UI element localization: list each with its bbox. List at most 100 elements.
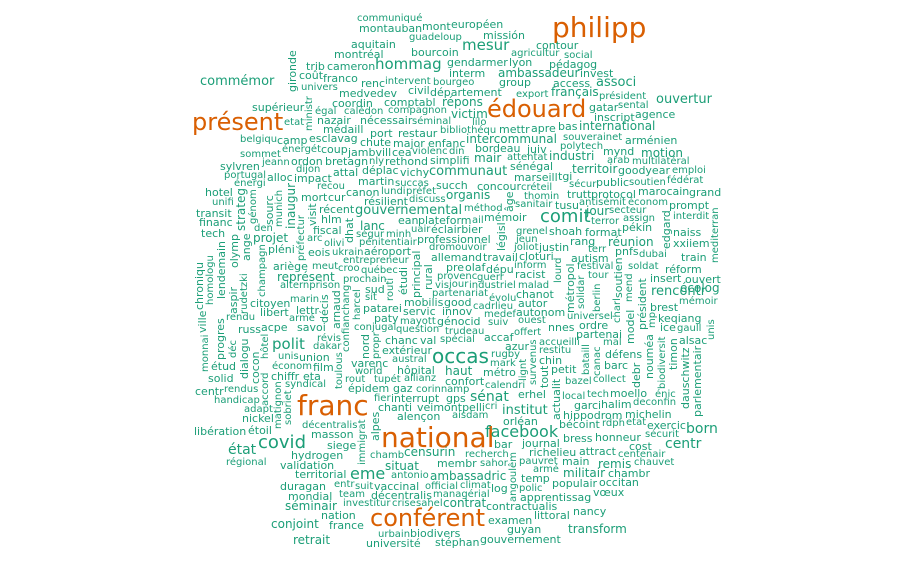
word-365: log — [491, 482, 508, 495]
word-108: autonom — [516, 306, 566, 319]
word-242: eta — [303, 370, 321, 383]
word-24: associ — [596, 75, 637, 90]
word-484: cost — [629, 440, 652, 453]
word-447: vœux — [593, 486, 625, 499]
word-240: port — [370, 127, 393, 140]
word-454: invest — [580, 67, 614, 80]
word-473: tech — [201, 227, 226, 240]
word-60: olaf — [465, 261, 486, 274]
word-26: international — [579, 119, 656, 133]
word-221: jambvill — [348, 146, 392, 159]
word-191: tusu — [555, 199, 579, 212]
word-114: ean — [398, 214, 419, 227]
word-189: déplac — [362, 164, 399, 177]
word-406: dauschwitz — [679, 347, 692, 409]
word-292: ordon — [291, 155, 323, 168]
word-349: matignon — [273, 381, 284, 429]
word-20: rencontr — [651, 284, 707, 299]
word-123: âge — [503, 191, 516, 213]
word-421: entr — [334, 479, 355, 490]
word-429: chambr — [608, 467, 650, 480]
word-83: question — [396, 324, 440, 335]
word-314: économ — [628, 197, 668, 208]
word-124: confort — [445, 375, 485, 388]
word-61: allemand — [431, 251, 483, 264]
word-66: industriel — [469, 280, 516, 291]
word-253: membr — [437, 457, 477, 470]
word-375: access — [553, 77, 591, 90]
word-35: conjoint — [271, 517, 319, 531]
word-190: récent — [319, 203, 355, 216]
word-249: journal — [522, 437, 560, 450]
word-161: solidar — [576, 275, 587, 309]
word-92: uair — [411, 224, 431, 235]
word-216: cea — [392, 146, 412, 159]
word-381: dijon — [296, 164, 321, 175]
word-48: jour — [586, 204, 610, 218]
word-129: corinnamp — [416, 384, 470, 395]
word-234: chute — [360, 136, 392, 149]
word-13: eme — [350, 464, 386, 483]
word-461: mediterran — [710, 207, 721, 263]
word-186: bataill — [581, 344, 592, 375]
word-172: autism — [571, 252, 609, 265]
word-223: restaur — [398, 127, 438, 140]
word-428: étud — [211, 360, 237, 373]
word-217: orléan — [503, 415, 538, 428]
word-69: cadr — [473, 301, 496, 312]
word-404: train — [681, 251, 707, 264]
word-91: aéroport — [364, 245, 412, 258]
word-384: validation — [280, 459, 335, 472]
word-373: camp — [277, 134, 308, 147]
word-469: université — [366, 537, 421, 550]
word-8: facebook — [485, 422, 559, 441]
word-99: québec — [361, 265, 398, 276]
word-37: censurin — [404, 445, 456, 459]
word-277: acpe — [261, 321, 288, 334]
word-85: plateform — [418, 214, 472, 227]
word-110: austral — [392, 354, 427, 365]
word-215: fiscal — [313, 224, 342, 237]
word-53: strateg — [234, 188, 248, 231]
word-341: rdph — [602, 418, 625, 429]
word-11: hommag — [375, 55, 442, 73]
word-211: ordre — [579, 319, 609, 332]
word-345: mynd — [603, 145, 635, 158]
word-115: grenel — [516, 226, 548, 237]
word-18: gouvernemental — [355, 203, 463, 218]
word-329: group — [499, 76, 531, 89]
word-353: jeann — [262, 157, 290, 168]
word-131: prochain — [343, 274, 387, 285]
word-409: xxiiem — [673, 237, 710, 250]
word-187: alternprison — [280, 280, 341, 291]
word-400: team — [339, 489, 365, 500]
word-21: commémor — [200, 74, 275, 89]
word-19: institut — [502, 403, 548, 418]
word-263: public — [596, 176, 630, 189]
word-378: etat — [626, 417, 647, 428]
word-188: chanti — [378, 401, 413, 414]
word-181: universel — [567, 311, 613, 322]
word-297: siege — [327, 439, 357, 452]
word-143: accueilli — [539, 337, 580, 348]
word-171: violenc — [412, 146, 448, 157]
word-326: unis — [278, 351, 299, 362]
word-371: dialogu — [238, 338, 251, 379]
word-395: portugal — [224, 170, 267, 181]
word-466: emploi — [672, 165, 706, 176]
word-394: franco — [323, 72, 358, 85]
word-224: recou — [317, 181, 345, 192]
word-150: nnes — [548, 321, 575, 334]
word-376: debr — [630, 362, 643, 388]
word-367: sahel — [416, 498, 443, 509]
word-372: suit — [355, 481, 374, 492]
word-41: représent — [277, 270, 335, 284]
word-338: insert — [650, 272, 682, 285]
word-45: organis — [446, 188, 491, 202]
word-402: sommet — [240, 149, 281, 160]
word-156: tupét — [374, 374, 401, 385]
word-70: dépu — [486, 263, 514, 276]
word-93: malad — [518, 280, 550, 291]
word-317: nly — [369, 156, 385, 167]
word-258: pléni — [268, 243, 295, 256]
